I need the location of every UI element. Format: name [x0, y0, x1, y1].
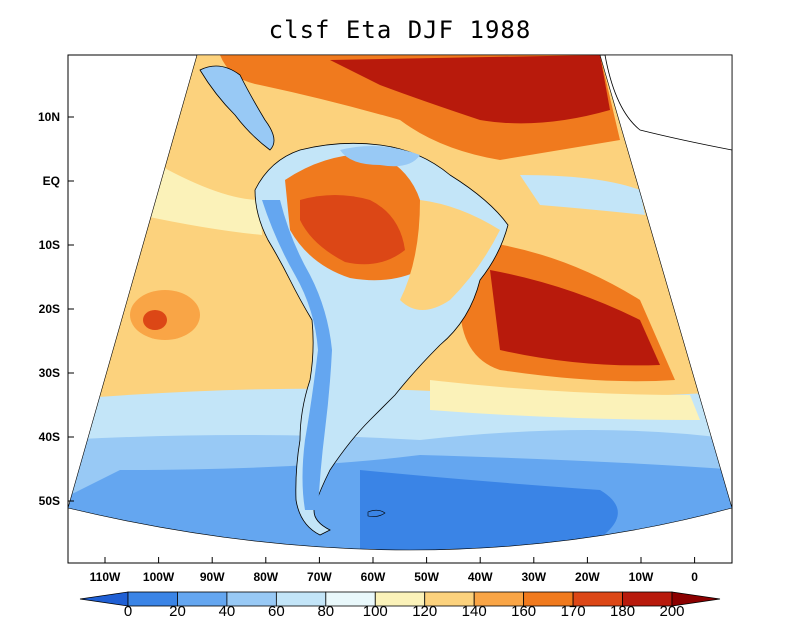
land-central-america: [199, 65, 275, 151]
colorbar-label: 180: [610, 603, 635, 618]
colorbar-label: 170: [561, 603, 586, 618]
lon-tick-label: 80W: [253, 570, 278, 584]
lon-tick-label: 40W: [468, 570, 493, 584]
colorbar-low-arrow: [79, 591, 129, 607]
land-guiana-blue: [340, 146, 420, 167]
colorbar-label: 100: [363, 603, 388, 618]
lon-tick-label: 110W: [90, 570, 121, 584]
lat-tick-label: 30S: [39, 366, 60, 380]
lon-tick-label: 0: [691, 570, 698, 584]
field-pacific-red: [143, 310, 167, 330]
map-title: clsf Eta DJF 1988: [268, 16, 532, 44]
colorbar-label: 120: [412, 603, 437, 618]
continent-south-america: [254, 142, 509, 536]
domain-outline: [67, 54, 733, 551]
field-pacific-pale: [140, 160, 262, 235]
colorbar-label: 160: [511, 603, 536, 618]
colorbar-label: 40: [219, 603, 236, 618]
lat-tick-label: 10S: [39, 238, 60, 252]
colorbar-label: 0: [124, 603, 132, 618]
land-africa: [604, 54, 733, 151]
latitude-axis: 10N EQ 10S 20S 30S 40S 50S: [38, 110, 74, 508]
field-atlantic-cyan: [520, 175, 645, 215]
lon-tick-label: 10W: [629, 570, 654, 584]
land-falklands: [367, 509, 386, 517]
colorbar-label: 80: [317, 603, 334, 618]
colorbar-label: 20: [169, 603, 186, 618]
lon-tick-label: 90W: [200, 570, 225, 584]
field-layer: [68, 55, 732, 550]
colorbar-label: 140: [462, 603, 487, 618]
lon-tick-label: 100W: [143, 570, 175, 584]
longitude-axis: 110W 100W 90W 80W 70W 60W 50W 40W 30W 20W 10W 0: [90, 557, 698, 584]
field-sacz-red: [490, 270, 660, 366]
lat-tick-label: 20S: [39, 302, 60, 316]
lat-tick-label: EQ: [43, 174, 60, 188]
lon-tick-label: 60W: [361, 570, 386, 584]
lon-tick-label: 70W: [307, 570, 332, 584]
field-north-red: [330, 55, 610, 124]
colorbar-high-arrow: [671, 591, 721, 607]
lon-tick-label: 20W: [575, 570, 600, 584]
lon-tick-label: 50W: [414, 570, 439, 584]
lat-tick-label: 50S: [39, 494, 60, 508]
land-brazil-east: [400, 200, 500, 310]
lat-tick-label: 10N: [38, 110, 60, 124]
land-andes: [262, 200, 332, 510]
field-south-deep-blue: [360, 470, 618, 550]
colorbar: 0 20 40 60 80 100 120 140 160 170 180 200: [79, 591, 721, 618]
field-atlantic-pale: [430, 380, 700, 420]
lon-tick-label: 30W: [521, 570, 546, 584]
land-amazon-red: [300, 195, 405, 265]
colorbar-label: 60: [268, 603, 285, 618]
colorbar-label: 200: [659, 603, 684, 618]
lat-tick-label: 40S: [39, 430, 60, 444]
